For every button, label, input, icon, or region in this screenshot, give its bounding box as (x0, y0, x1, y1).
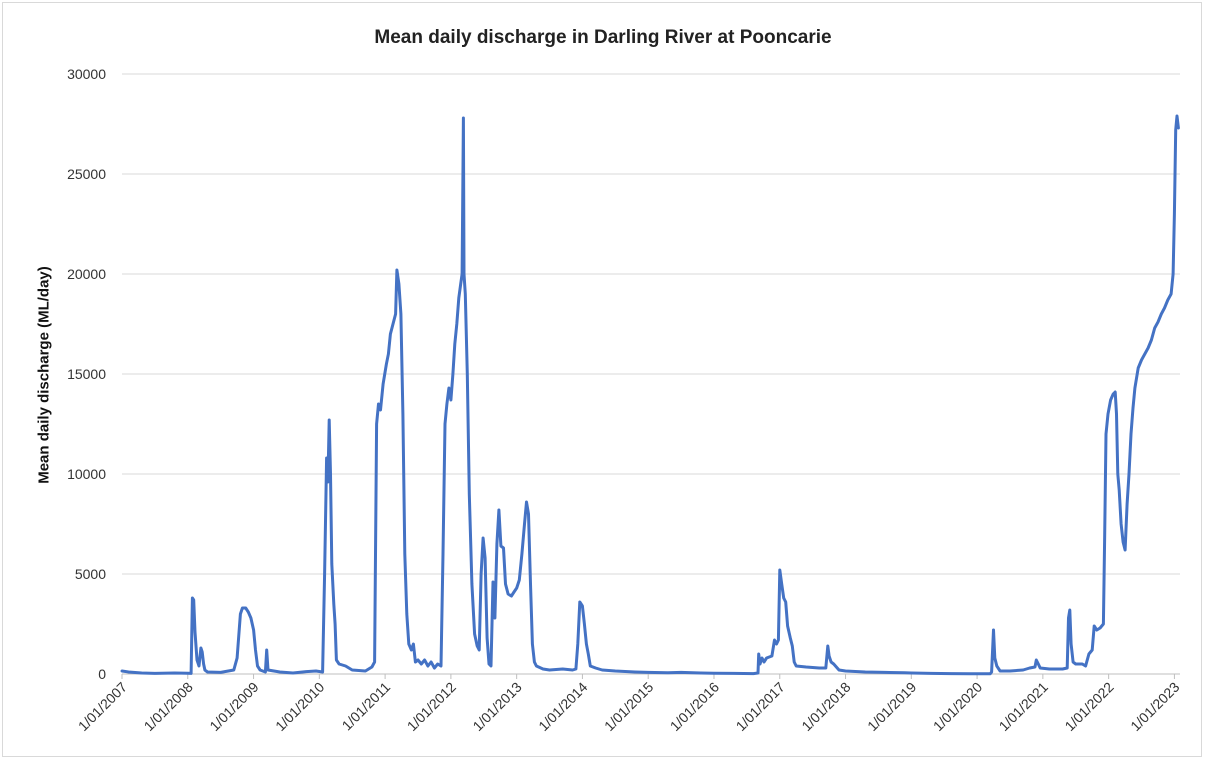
x-tick-label: 1/01/2018 (798, 679, 854, 735)
y-tick-label: 25000 (67, 166, 106, 182)
x-tick-label: 1/01/2007 (75, 679, 131, 735)
x-tick-label: 1/01/2014 (535, 679, 591, 735)
x-tick-label: 1/01/2008 (141, 679, 197, 735)
chart-title: Mean daily discharge in Darling River at… (374, 27, 832, 48)
x-tick-label: 1/01/2017 (733, 679, 789, 735)
x-tick-label: 1/01/2023 (1127, 679, 1183, 735)
series-line-0 (120, 114, 1180, 676)
x-tick-label: 1/01/2010 (272, 679, 328, 735)
y-tick-label: 5000 (75, 566, 106, 582)
x-tick-label: 1/01/2011 (339, 679, 394, 734)
y-tick-labels: 0 5000 10000 15000 20000 25000 30000 (67, 66, 106, 682)
x-tick-label: 1/01/2012 (404, 679, 460, 735)
y-tick-label: 20000 (67, 266, 106, 282)
y-tick-label: 30000 (67, 66, 106, 82)
y-tick-label: 0 (98, 666, 106, 682)
x-tick-label: 1/01/2019 (864, 679, 920, 735)
series-group (120, 114, 1180, 676)
x-tick-label: 1/01/2022 (1061, 679, 1117, 735)
y-tick-label: 15000 (67, 366, 106, 382)
x-tick-labels: 1/01/2007 1/01/2008 1/01/2009 1/01/2010 1/01… (75, 674, 1183, 734)
x-tick-label: 1/01/2021 (996, 679, 1052, 735)
x-tick-label: 1/01/2020 (930, 679, 986, 735)
gridlines (122, 73, 1180, 675)
x-tick-label: 1/01/2013 (469, 679, 525, 735)
x-tick-label: 1/01/2015 (601, 679, 657, 735)
y-tick-label: 10000 (67, 466, 106, 482)
x-tick-label: 1/01/2009 (206, 679, 262, 735)
x-tick-label: 1/01/2016 (667, 679, 723, 735)
